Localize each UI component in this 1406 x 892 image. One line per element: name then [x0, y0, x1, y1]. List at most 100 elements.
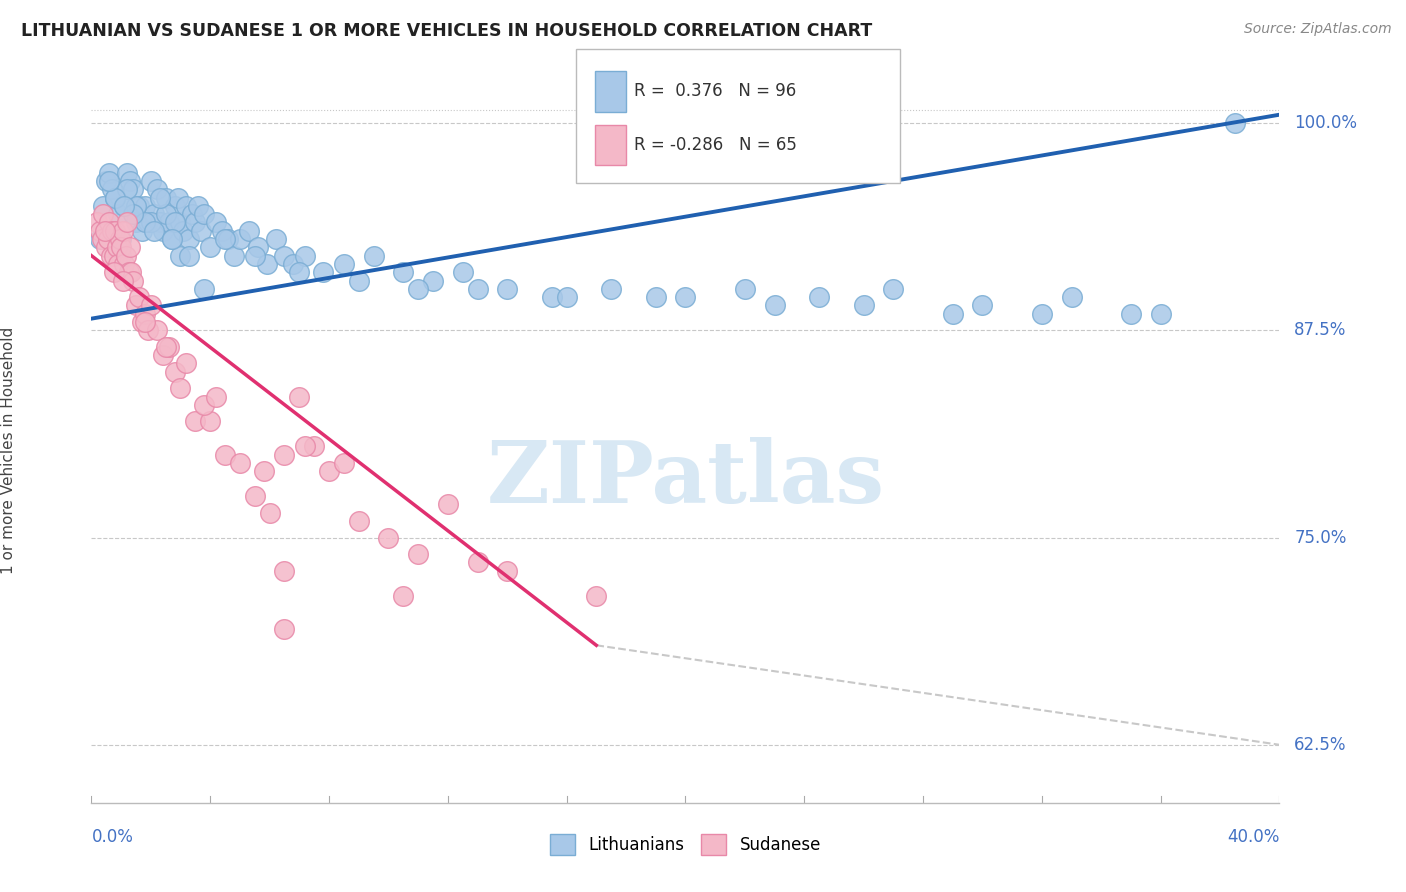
Point: [808, 290, 831, 304]
Point: [96, 240, 118, 254]
Point: [110, 232, 132, 246]
Point: [585, 589, 607, 603]
Point: [176, 199, 198, 213]
Point: [283, 257, 305, 271]
Point: [157, 215, 180, 229]
Point: [347, 514, 370, 528]
Point: [128, 290, 150, 304]
Point: [139, 174, 162, 188]
Point: [94, 224, 117, 238]
Point: [90, 232, 112, 246]
Point: [163, 215, 186, 229]
Point: [155, 340, 177, 354]
Text: R = -0.286   N = 65: R = -0.286 N = 65: [634, 136, 797, 153]
Point: [108, 232, 131, 246]
Point: [200, 240, 222, 254]
Point: [644, 290, 666, 304]
Text: LITHUANIAN VS SUDANESE 1 OR MORE VEHICLES IN HOUSEHOLD CORRELATION CHART: LITHUANIAN VS SUDANESE 1 OR MORE VEHICLE…: [21, 22, 872, 40]
Point: [467, 282, 489, 296]
Point: [193, 282, 215, 296]
Point: [246, 240, 269, 254]
Point: [98, 215, 121, 229]
Point: [169, 249, 191, 263]
Point: [112, 257, 135, 271]
Point: [273, 622, 295, 636]
Point: [131, 315, 153, 329]
Point: [112, 199, 135, 213]
Point: [222, 249, 245, 263]
Point: [111, 224, 134, 238]
Point: [392, 589, 415, 603]
Point: [104, 191, 127, 205]
Point: [136, 323, 159, 337]
Point: [111, 273, 134, 287]
Point: [157, 340, 180, 354]
Point: [89, 232, 111, 246]
Point: [160, 232, 183, 246]
Point: [318, 464, 340, 478]
Point: [363, 249, 385, 263]
Legend: Lithuanians, Sudanese: Lithuanians, Sudanese: [543, 828, 828, 862]
Point: [377, 531, 399, 545]
Point: [104, 224, 127, 238]
Text: Source: ZipAtlas.com: Source: ZipAtlas.com: [1244, 22, 1392, 37]
Text: 100.0%: 100.0%: [1295, 114, 1357, 132]
Point: [238, 224, 260, 238]
Point: [294, 249, 316, 263]
Point: [294, 439, 316, 453]
Point: [734, 282, 756, 296]
Point: [972, 298, 994, 312]
Point: [139, 215, 162, 229]
Point: [273, 564, 295, 578]
Point: [176, 356, 198, 370]
Point: [155, 191, 177, 205]
Point: [155, 207, 177, 221]
Point: [134, 199, 156, 213]
Point: [179, 232, 201, 246]
Point: [229, 232, 252, 246]
Point: [467, 555, 489, 569]
Point: [107, 207, 129, 221]
Text: 0.0%: 0.0%: [91, 828, 134, 846]
Point: [89, 224, 111, 238]
Point: [253, 464, 276, 478]
Point: [103, 249, 125, 263]
Point: [229, 456, 252, 470]
Point: [160, 232, 183, 246]
Point: [125, 199, 148, 213]
Point: [1119, 307, 1142, 321]
Point: [97, 232, 120, 246]
Point: [115, 182, 138, 196]
Point: [98, 166, 121, 180]
Point: [110, 240, 132, 254]
Point: [134, 315, 156, 329]
Point: [600, 282, 623, 296]
Point: [131, 224, 153, 238]
Point: [347, 273, 370, 287]
Text: 75.0%: 75.0%: [1295, 528, 1347, 547]
Point: [172, 224, 194, 238]
Point: [98, 174, 121, 188]
Point: [1031, 307, 1053, 321]
Point: [205, 390, 228, 404]
Point: [125, 298, 148, 312]
Point: [243, 249, 266, 263]
Point: [104, 191, 127, 205]
Point: [142, 207, 165, 221]
Point: [436, 497, 458, 511]
Point: [451, 265, 474, 279]
Point: [117, 265, 139, 279]
Point: [333, 257, 356, 271]
Point: [673, 290, 696, 304]
Point: [217, 232, 239, 246]
Point: [91, 199, 114, 213]
Point: [145, 323, 167, 337]
Point: [211, 224, 233, 238]
Point: [121, 265, 143, 279]
Point: [184, 414, 207, 428]
Point: [496, 282, 519, 296]
Point: [852, 298, 875, 312]
Point: [101, 224, 124, 238]
Point: [163, 365, 186, 379]
Point: [1060, 290, 1083, 304]
